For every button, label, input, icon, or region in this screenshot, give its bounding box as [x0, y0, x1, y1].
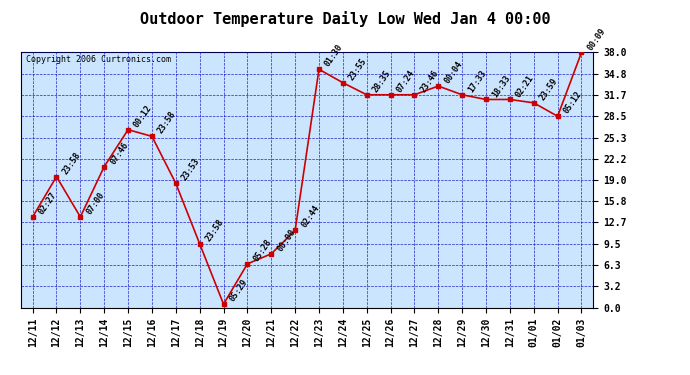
Text: 05:12: 05:12 [562, 90, 584, 116]
Text: 05:29: 05:29 [228, 278, 249, 303]
Text: 28:35: 28:35 [371, 68, 393, 94]
Text: 02:27: 02:27 [37, 190, 59, 216]
Text: 00:12: 00:12 [132, 103, 154, 129]
Text: 02:44: 02:44 [299, 204, 321, 230]
Text: 23:55: 23:55 [347, 56, 368, 82]
Text: 23:53: 23:53 [180, 157, 201, 183]
Text: 23:58: 23:58 [61, 150, 82, 176]
Text: 05:28: 05:28 [252, 237, 273, 263]
Text: 23:46: 23:46 [419, 68, 440, 94]
Text: Copyright 2006 Curtronics.com: Copyright 2006 Curtronics.com [26, 55, 171, 64]
Text: 02:21: 02:21 [514, 73, 535, 99]
Text: 18:33: 18:33 [490, 73, 512, 99]
Text: 23:59: 23:59 [538, 76, 560, 102]
Text: 23:58: 23:58 [204, 217, 226, 243]
Text: 01:30: 01:30 [323, 43, 345, 69]
Text: 07:46: 07:46 [108, 140, 130, 166]
Text: 07:00: 07:00 [84, 190, 106, 216]
Text: 00:09: 00:09 [586, 26, 607, 52]
Text: 17:33: 17:33 [466, 68, 488, 94]
Text: 07:24: 07:24 [395, 68, 417, 94]
Text: 00:00: 00:00 [275, 227, 297, 253]
Text: 23:58: 23:58 [156, 110, 178, 136]
Text: 00:04: 00:04 [442, 60, 464, 85]
Text: Outdoor Temperature Daily Low Wed Jan 4 00:00: Outdoor Temperature Daily Low Wed Jan 4 … [139, 11, 551, 27]
